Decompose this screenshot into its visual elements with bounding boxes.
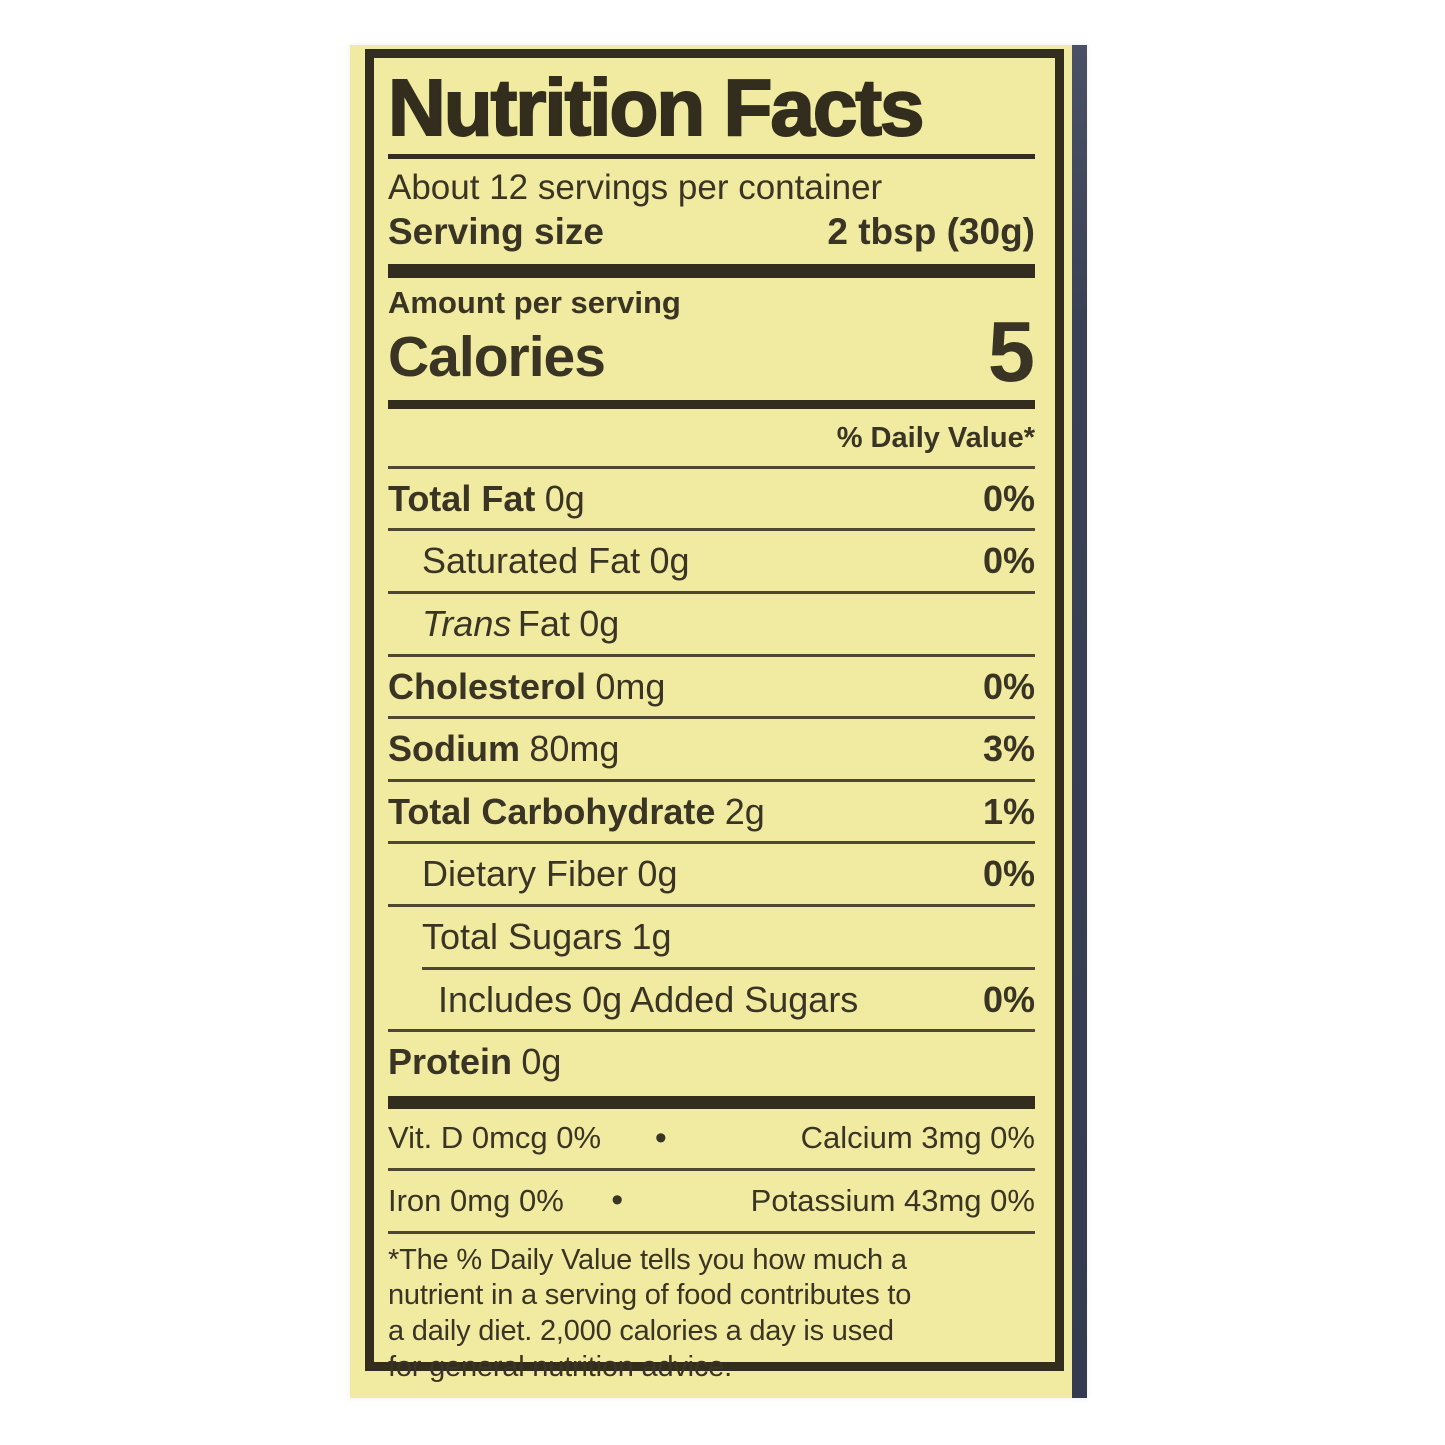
footnote-line: for general nutrition advice. [388,1350,733,1383]
nutrient-name: Total Carbohydrate [388,790,716,832]
nutrient-row-saturated-fat: Saturated Fat 0g 0% [388,531,1035,591]
title-divider [388,154,1035,159]
nutrient-name: Cholesterol [388,665,587,707]
micronutrient-left: Vit. D 0mcg 0% [388,1120,602,1156]
nutrient-row-sodium: Sodium 80mg 3% [388,719,1035,779]
row-divider [388,1168,1035,1172]
nutrient-name: Total Sugars [422,916,623,958]
calories-label: Calories [388,324,606,389]
row-divider [388,653,1035,657]
micronutrient-right: Potassium 43mg 0% [750,1182,1035,1218]
footnote-line: nutrient in a serving of food contribute… [388,1279,912,1312]
nutrient-row-trans-fat: Trans Fat 0g [388,594,1035,654]
nutrient-amount: 0g [637,853,678,895]
nutrient-dv: 0% [982,477,1035,519]
nutrient-name: Sodium [388,728,520,770]
row-divider [388,778,1035,782]
row-divider [388,591,1035,595]
nutrient-amount: 2g [724,790,765,832]
row-divider [388,841,1035,845]
nutrient-row-total-sugars: Total Sugars 1g [388,907,1035,967]
nutrient-amount: 1g [631,916,672,958]
row-divider [388,716,1035,720]
nutrient-row-dietary-fiber: Dietary Fiber 0g 0% [388,844,1035,904]
nutrient-row-total-fat: Total Fat 0g 0% [388,469,1035,529]
row-divider [388,465,1035,469]
nutrient-name: Fat [517,603,570,645]
nutrition-label: Nutrition Facts About 12 servings per co… [350,45,1087,1398]
nutrient-amount: 0g [544,477,585,519]
nutrient-dv: 0% [982,540,1035,582]
nutrient-row-added-sugars: Includes 0g Added Sugars 0% [388,970,1035,1030]
medium-divider [388,399,1035,409]
micronutrient-row-2: Iron 0mg 0% • Potassium 43mg 0% [388,1171,1035,1230]
micronutrient-left: Iron 0mg 0% [388,1182,564,1218]
calories-value: 5 [987,304,1035,400]
nutrient-dv: 1% [982,790,1035,832]
servings-per-container: About 12 servings per container [388,168,883,207]
package-edge-strip [1072,45,1087,1398]
nutrient-name-italic: Trans [422,603,512,645]
nutrient-row-cholesterol: Cholesterol 0mg 0% [388,657,1035,717]
nutrient-name: Saturated Fat [422,540,641,582]
thick-divider-micronutrients [388,1095,1035,1109]
bullet-separator: • [611,1181,624,1220]
serving-size-row: Serving size 2 tbsp (30g) [388,211,1035,254]
micronutrient-right: Calcium 3mg 0% [800,1120,1035,1156]
nutrient-dv: 0% [982,853,1035,895]
nutrient-name: Dietary Fiber [422,853,629,895]
row-divider-inset [422,966,1035,970]
footnote-line: *The % Daily Value tells you how much a [388,1243,907,1276]
daily-value-header: % Daily Value* [836,421,1035,454]
nutrition-facts-title: Nutrition Facts [387,63,925,152]
nutrient-amount: 0g [579,603,620,645]
nutrient-amount: 0g [649,540,690,582]
nutrient-amount: 0g [521,1041,562,1083]
calories-row: Calories 5 [388,304,1035,400]
nutrient-dv: 0% [982,978,1035,1020]
row-divider [388,904,1035,908]
nutrient-name: Total Fat [388,477,536,519]
thick-divider-top [388,264,1035,279]
row-divider [388,1029,1035,1033]
nutrient-row-protein: Protein 0g [388,1032,1035,1092]
serving-size-label: Serving size [388,210,604,252]
bullet-separator: • [654,1118,667,1157]
nutrient-amount: 80mg [529,728,620,770]
nutrient-row-total-carbohydrate: Total Carbohydrate 2g 1% [388,782,1035,842]
serving-size-value: 2 tbsp (30g) [827,210,1035,252]
nutrient-name: Protein [388,1041,513,1083]
footnote-line: a daily diet. 2,000 calories a day is us… [388,1314,894,1347]
label-border-frame: Nutrition Facts About 12 servings per co… [365,49,1064,1383]
amount-per-serving-label: Amount per serving [388,285,681,321]
daily-value-footnote: *The % Daily Value tells you how much a … [388,1243,1035,1386]
nutrient-dv: 0% [982,665,1035,707]
nutrient-dv: 3% [982,728,1035,770]
row-divider [388,1230,1035,1234]
nutrient-amount: 0mg [595,665,666,707]
nutrient-name: Includes 0g Added Sugars [438,978,859,1020]
row-divider [388,528,1035,532]
micronutrient-row-1: Vit. D 0mcg 0% • Calcium 3mg 0% [388,1109,1035,1168]
